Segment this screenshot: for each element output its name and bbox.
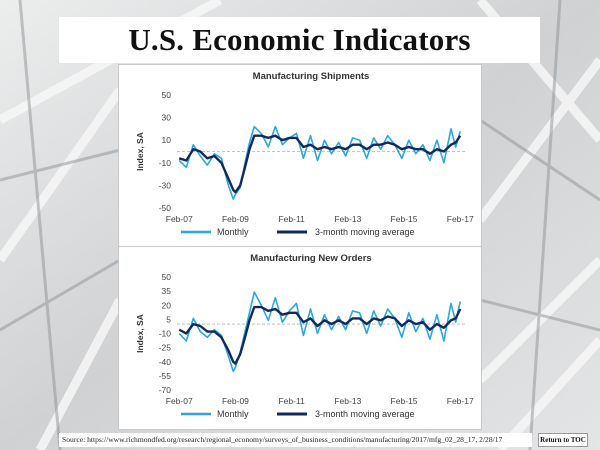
page-title: U.S. Economic Indicators xyxy=(128,22,471,57)
chart-panel-new-orders: Manufacturing New Orders Index, SA 50 35 20 5… xyxy=(118,246,482,430)
legend-label-monthly: Monthly xyxy=(217,409,249,419)
chart-title: Manufacturing Shipments xyxy=(253,71,370,82)
return-to-toc-button[interactable]: Return to TOC xyxy=(538,433,588,447)
shipments-chart: Manufacturing Shipments Index, SA 50 30 10 -1… xyxy=(135,71,474,237)
legend-label-moving-average: 3-month moving average xyxy=(315,227,415,237)
series-line-moving-average xyxy=(178,134,462,194)
y-tick-label: 50 xyxy=(162,272,172,282)
y-tick-label: 35 xyxy=(162,286,172,296)
y-tick-label: 5 xyxy=(166,314,171,324)
y-tick-label: 10 xyxy=(162,135,172,145)
y-tick-label: -10 xyxy=(159,158,172,168)
x-tick-label: Feb-07 xyxy=(166,214,193,224)
x-tick-label: Feb-15 xyxy=(391,214,418,224)
y-tick-label: 50 xyxy=(162,90,172,100)
x-tick-label: Feb-17 xyxy=(447,396,474,406)
y-tick-label: -25 xyxy=(159,343,172,353)
y-tick-label: -55 xyxy=(159,371,172,381)
chart-title: Manufacturing New Orders xyxy=(250,253,371,264)
x-tick-label: Feb-13 xyxy=(334,214,361,224)
y-tick-label: -70 xyxy=(159,385,172,395)
chart-panel-shipments: Manufacturing Shipments Index, SA 50 30 10 -1… xyxy=(118,64,482,248)
y-tick-label: -40 xyxy=(159,357,172,367)
source-citation: Source: https://www.richmondfed.org/rese… xyxy=(59,433,532,447)
x-tick-label: Feb-11 xyxy=(278,214,305,224)
title-banner: U.S. Economic Indicators xyxy=(59,17,540,63)
y-tick-label: -10 xyxy=(159,329,172,339)
x-tick-label: Feb-15 xyxy=(391,396,418,406)
y-tick-label: 30 xyxy=(162,113,172,123)
y-axis-label: Index, SA xyxy=(135,314,145,353)
new-orders-chart: Manufacturing New Orders Index, SA 50 35 20 5… xyxy=(135,253,474,419)
x-tick-label: Feb-07 xyxy=(166,396,193,406)
y-tick-label: -30 xyxy=(159,180,172,190)
x-tick-label: Feb-09 xyxy=(222,396,249,406)
series-line-monthly xyxy=(178,291,461,372)
series-line-moving-average xyxy=(178,305,462,365)
y-axis-label: Index, SA xyxy=(135,132,145,171)
x-tick-label: Feb-17 xyxy=(447,214,474,224)
y-tick-label: -50 xyxy=(159,203,172,213)
legend-label-moving-average: 3-month moving average xyxy=(315,409,415,419)
x-tick-label: Feb-13 xyxy=(334,396,361,406)
x-tick-label: Feb-11 xyxy=(278,396,305,406)
legend-label-monthly: Monthly xyxy=(217,227,249,237)
x-tick-label: Feb-09 xyxy=(222,214,249,224)
y-tick-label: 20 xyxy=(162,300,172,310)
